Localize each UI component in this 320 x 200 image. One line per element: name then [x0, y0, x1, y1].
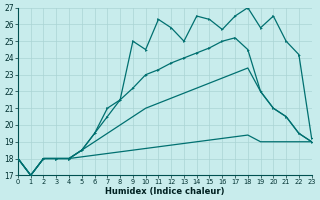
X-axis label: Humidex (Indice chaleur): Humidex (Indice chaleur) [105, 187, 225, 196]
